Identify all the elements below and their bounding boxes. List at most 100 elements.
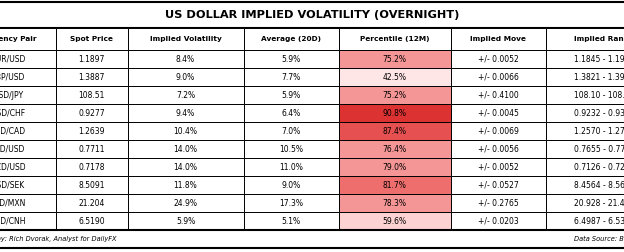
Bar — [338, 158, 451, 176]
Text: 42.5%: 42.5% — [383, 73, 406, 81]
Bar — [338, 122, 451, 140]
Bar — [56, 86, 127, 104]
Text: USD/SEK: USD/SEK — [0, 180, 24, 190]
Bar — [56, 194, 127, 212]
Bar — [545, 176, 624, 194]
Bar — [545, 68, 624, 86]
Text: Currency Pair: Currency Pair — [0, 36, 36, 42]
Text: 1.1845 - 1.1949: 1.1845 - 1.1949 — [574, 54, 624, 64]
Bar — [56, 50, 127, 68]
Text: 9.0%: 9.0% — [176, 73, 195, 81]
Text: 5.1%: 5.1% — [281, 216, 301, 226]
Text: +/- 0.0069: +/- 0.0069 — [477, 127, 519, 136]
Text: USD/MXN: USD/MXN — [0, 199, 26, 207]
Bar — [451, 122, 545, 140]
Bar — [0, 140, 56, 158]
Text: Spot Price: Spot Price — [70, 36, 113, 42]
Bar — [451, 140, 545, 158]
Bar — [0, 212, 56, 230]
Bar — [243, 28, 338, 50]
Bar — [56, 158, 127, 176]
Text: 7.2%: 7.2% — [176, 90, 195, 100]
Text: 5.9%: 5.9% — [281, 54, 301, 64]
Text: 6.5190: 6.5190 — [78, 216, 105, 226]
Bar — [243, 68, 338, 86]
Bar — [127, 86, 243, 104]
Bar — [56, 140, 127, 158]
Bar — [0, 50, 56, 68]
Text: 1.1897: 1.1897 — [79, 54, 105, 64]
Bar — [243, 104, 338, 122]
Text: EUR/USD: EUR/USD — [0, 54, 25, 64]
Text: +/- 0.0045: +/- 0.0045 — [477, 109, 519, 117]
Bar — [451, 176, 545, 194]
Bar — [127, 50, 243, 68]
Text: +/- 0.0056: +/- 0.0056 — [477, 144, 519, 153]
Text: Implied Move: Implied Move — [470, 36, 526, 42]
Bar — [338, 86, 451, 104]
Text: 10.5%: 10.5% — [279, 144, 303, 153]
Bar — [338, 176, 451, 194]
Bar — [545, 212, 624, 230]
Bar — [243, 158, 338, 176]
Bar — [338, 194, 451, 212]
Bar — [243, 122, 338, 140]
Text: 5.9%: 5.9% — [281, 90, 301, 100]
Text: 76.4%: 76.4% — [383, 144, 407, 153]
Text: 6.4987 - 6.5393: 6.4987 - 6.5393 — [574, 216, 624, 226]
Text: +/- 0.4100: +/- 0.4100 — [477, 90, 519, 100]
Bar — [243, 194, 338, 212]
Text: 10.4%: 10.4% — [173, 127, 198, 136]
Bar — [127, 140, 243, 158]
Bar — [56, 68, 127, 86]
Bar — [0, 230, 624, 248]
Text: 21.204: 21.204 — [79, 199, 105, 207]
Text: 20.928 - 21.481: 20.928 - 21.481 — [575, 199, 624, 207]
Bar — [0, 158, 56, 176]
Text: USD/CHF: USD/CHF — [0, 109, 25, 117]
Text: 14.0%: 14.0% — [173, 144, 198, 153]
Bar — [0, 28, 56, 50]
Bar — [243, 140, 338, 158]
Text: 75.2%: 75.2% — [383, 90, 406, 100]
Text: 5.9%: 5.9% — [176, 216, 195, 226]
Text: +/- 0.0066: +/- 0.0066 — [477, 73, 519, 81]
Bar — [127, 194, 243, 212]
Bar — [545, 50, 624, 68]
Text: +/- 0.0527: +/- 0.0527 — [477, 180, 519, 190]
Bar — [338, 28, 451, 50]
Bar — [545, 158, 624, 176]
Text: Implied Range: Implied Range — [575, 36, 624, 42]
Text: 9.4%: 9.4% — [176, 109, 195, 117]
Text: 0.9277: 0.9277 — [78, 109, 105, 117]
Bar — [338, 104, 451, 122]
Bar — [451, 50, 545, 68]
Bar — [338, 140, 451, 158]
Text: 8.5091: 8.5091 — [78, 180, 105, 190]
Bar — [338, 212, 451, 230]
Bar — [243, 176, 338, 194]
Text: 79.0%: 79.0% — [383, 163, 407, 172]
Bar — [0, 2, 624, 28]
Text: Created by: Rich Dvorak, Analyst for DailyFX: Created by: Rich Dvorak, Analyst for Dai… — [0, 236, 117, 242]
Bar — [0, 104, 56, 122]
Text: 8.4%: 8.4% — [176, 54, 195, 64]
Bar — [127, 212, 243, 230]
Text: 108.10 - 108.92: 108.10 - 108.92 — [574, 90, 624, 100]
Bar — [451, 28, 545, 50]
Text: 7.7%: 7.7% — [281, 73, 301, 81]
Text: USD/CAD: USD/CAD — [0, 127, 26, 136]
Bar — [0, 86, 56, 104]
Text: 14.0%: 14.0% — [173, 163, 198, 172]
Text: US DOLLAR IMPLIED VOLATILITY (OVERNIGHT): US DOLLAR IMPLIED VOLATILITY (OVERNIGHT) — [165, 10, 459, 20]
Text: AUD/USD: AUD/USD — [0, 144, 26, 153]
Text: Implied Volatility: Implied Volatility — [150, 36, 222, 42]
Bar — [127, 68, 243, 86]
Bar — [127, 28, 243, 50]
Text: NZD/USD: NZD/USD — [0, 163, 26, 172]
Bar — [127, 176, 243, 194]
Bar — [338, 68, 451, 86]
Bar — [0, 194, 56, 212]
Bar — [56, 122, 127, 140]
Bar — [451, 212, 545, 230]
